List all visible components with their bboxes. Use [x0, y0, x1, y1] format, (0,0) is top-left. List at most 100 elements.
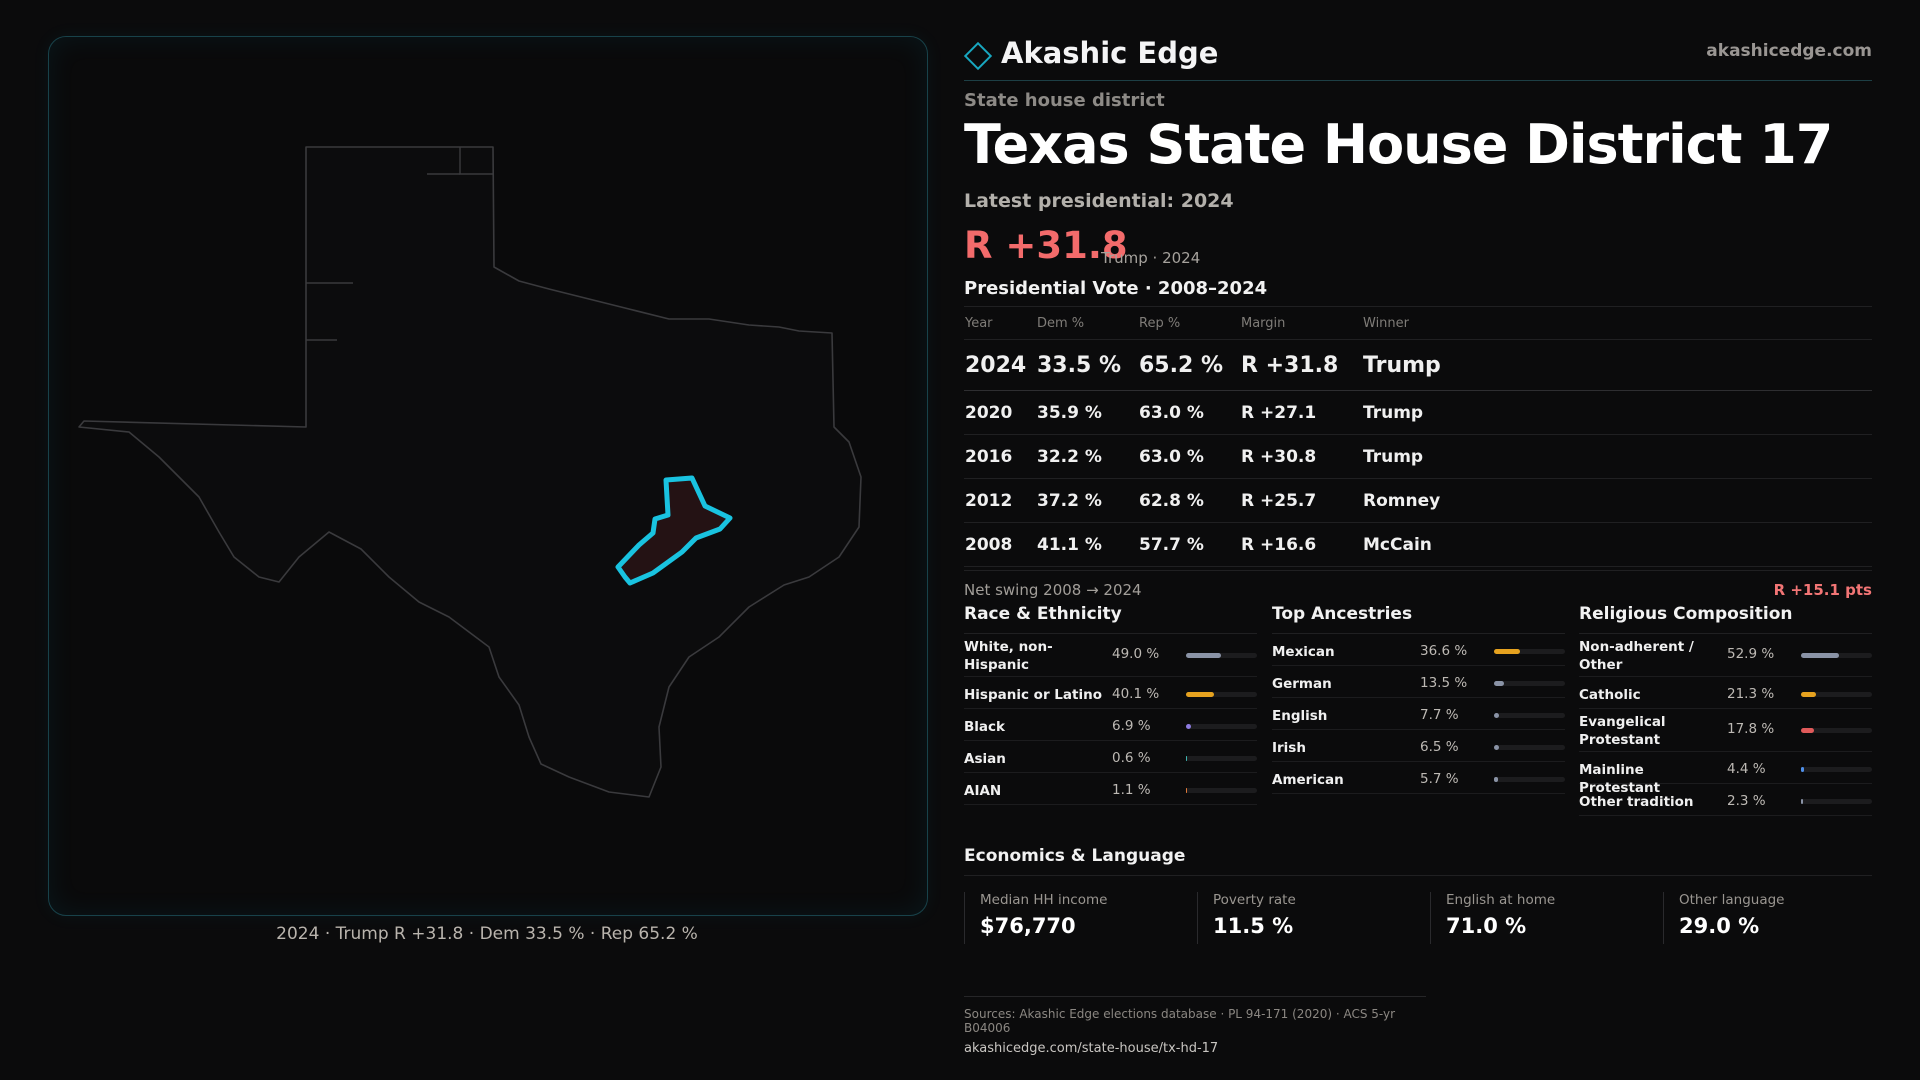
district-type-label: State house district	[964, 90, 1165, 111]
section-title: Top Ancestries	[1272, 604, 1565, 634]
item-bar-track	[1186, 692, 1257, 697]
item-percent: 17.8 %	[1727, 721, 1775, 737]
texas-outline	[78, 146, 862, 798]
item-percent: 5.7 %	[1420, 771, 1459, 787]
col-header-dem: Dem %	[1036, 306, 1138, 340]
section-title: Race & Ethnicity	[964, 604, 1257, 634]
list-item: Non-adherent / Other 52.9 %	[1579, 634, 1872, 677]
item-percent: 40.1 %	[1112, 686, 1160, 702]
item-bar-fill	[1801, 653, 1839, 658]
item-bar-track	[1801, 767, 1872, 772]
diamond-logo-icon	[963, 41, 993, 71]
item-bar-track	[1494, 681, 1565, 686]
item-label: Hispanic or Latino	[964, 687, 1102, 703]
net-swing-row: Net swing 2008 → 2024 R +15.1 pts	[964, 570, 1872, 599]
item-percent: 1.1 %	[1112, 782, 1151, 798]
row-rep: 65.2 %	[1138, 339, 1240, 391]
list-item: Evangelical Protestant 17.8 %	[1579, 709, 1872, 752]
list-item: Black 6.9 %	[964, 709, 1257, 741]
item-percent: 0.6 %	[1112, 750, 1151, 766]
item-label: English	[1272, 708, 1328, 724]
map-panel[interactable]	[48, 36, 928, 916]
item-bar-fill	[1494, 745, 1499, 750]
col-header-winner: Winner	[1362, 306, 1872, 340]
row-winner: Trump	[1362, 339, 1872, 391]
list-item: Irish 6.5 %	[1272, 730, 1565, 762]
row-dem: 37.2 %	[1036, 478, 1138, 523]
item-bar-fill	[1801, 799, 1803, 804]
item-bar-fill	[1186, 724, 1191, 729]
list-item: Mexican 36.6 %	[1272, 634, 1565, 666]
latest-margin-value: R +31.8	[964, 224, 1128, 267]
item-bar-track	[1801, 728, 1872, 733]
item-bar-fill	[1494, 777, 1499, 782]
item-label: American	[1272, 772, 1344, 788]
row-year: 2016	[964, 434, 1036, 479]
section-title: Religious Composition	[1579, 604, 1872, 634]
stat-label: Other language	[1679, 892, 1785, 908]
row-margin: R +30.8	[1240, 434, 1362, 479]
latest-presidential-label: Latest presidential: 2024	[964, 190, 1234, 212]
row-margin: R +27.1	[1240, 390, 1362, 435]
item-percent: 4.4 %	[1727, 761, 1766, 777]
list-item: AIAN 1.1 %	[964, 773, 1257, 805]
col-header-rep: Rep %	[1138, 306, 1240, 340]
stat-poverty-rate: Poverty rate 11.5 %	[1197, 892, 1423, 944]
row-dem: 41.1 %	[1036, 522, 1138, 567]
row-dem: 35.9 %	[1036, 390, 1138, 435]
item-bar-track	[1186, 756, 1257, 761]
list-item: English 7.7 %	[1272, 698, 1565, 730]
stat-value: 29.0 %	[1679, 914, 1760, 938]
row-rep: 62.8 %	[1138, 478, 1240, 523]
item-percent: 6.9 %	[1112, 718, 1151, 734]
item-percent: 21.3 %	[1727, 686, 1775, 702]
item-label: Evangelical Protestant	[1579, 714, 1666, 748]
item-percent: 7.7 %	[1420, 707, 1459, 723]
row-dem: 32.2 %	[1036, 434, 1138, 479]
item-label: Irish	[1272, 740, 1306, 756]
stat-value: $76,770	[980, 914, 1076, 938]
row-year: 2008	[964, 522, 1036, 567]
item-bar-track	[1801, 692, 1872, 697]
item-bar-fill	[1494, 649, 1520, 654]
table-row: 2020 35.9 % 63.0 % R +27.1 Trump	[964, 390, 1872, 435]
row-winner: McCain	[1362, 522, 1872, 567]
net-swing-value: R +15.1 pts	[1773, 581, 1872, 599]
texas-map[interactable]	[49, 37, 927, 915]
col-header-margin: Margin	[1240, 306, 1362, 340]
list-item: American 5.7 %	[1272, 762, 1565, 794]
list-item: Asian 0.6 %	[964, 741, 1257, 773]
footer-url-link[interactable]: akashicedge.com/state-house/tx-hd-17	[964, 1041, 1219, 1056]
item-percent: 6.5 %	[1420, 739, 1459, 755]
item-bar-fill	[1801, 728, 1814, 733]
presidential-vote-table: Year Dem % Rep % Margin Winner 2024 33.5…	[964, 306, 1872, 567]
item-label: Asian	[964, 751, 1006, 767]
item-label: Mexican	[1272, 644, 1335, 660]
item-percent: 52.9 %	[1727, 646, 1775, 662]
district-17-highlight[interactable]	[615, 475, 733, 586]
footer: Sources: Akashic Edge elections database…	[964, 996, 1426, 1056]
table-row: 2008 41.1 % 57.7 % R +16.6 McCain	[964, 522, 1872, 567]
item-label: German	[1272, 676, 1332, 692]
item-bar-fill	[1186, 756, 1187, 761]
page-title: Texas State House District 17	[964, 113, 1833, 176]
row-rep: 63.0 %	[1138, 434, 1240, 479]
stat-english-at-home: English at home 71.0 %	[1430, 892, 1656, 944]
item-bar-track	[1186, 653, 1257, 658]
table-row: 2024 33.5 % 65.2 % R +31.8 Trump	[964, 339, 1872, 391]
table-row: 2016 32.2 % 63.0 % R +30.8 Trump	[964, 434, 1872, 479]
list-item: White, non-Hispanic 49.0 %	[964, 634, 1257, 677]
map-caption: 2024 · Trump R +31.8 · Dem 33.5 % · Rep …	[276, 924, 698, 944]
list-item: Other tradition 2.3 %	[1579, 784, 1872, 816]
item-percent: 2.3 %	[1727, 793, 1766, 809]
row-margin: R +16.6	[1240, 522, 1362, 567]
item-label: White, non-Hispanic	[964, 639, 1053, 673]
brand-url-link[interactable]: akashicedge.com	[1706, 41, 1872, 61]
item-bar-fill	[1494, 681, 1504, 686]
brand-header: Akashic Edge akashicedge.com	[963, 36, 1872, 81]
row-winner: Trump	[1362, 434, 1872, 479]
list-item: Hispanic or Latino 40.1 %	[964, 677, 1257, 709]
row-dem: 33.5 %	[1036, 339, 1138, 391]
item-bar-track	[1494, 649, 1565, 654]
item-percent: 13.5 %	[1420, 675, 1468, 691]
